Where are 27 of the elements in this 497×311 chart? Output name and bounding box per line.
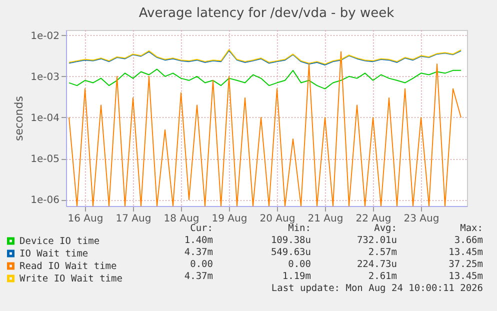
y-tick-label: 1e-02 [30, 30, 60, 42]
y-tick-label: 1e-06 [30, 195, 60, 206]
legend-label: Write IO Wait time [20, 274, 123, 284]
line-series [68, 51, 462, 206]
x-tick-label: 20 Aug [260, 214, 296, 224]
line-series [68, 68, 462, 90]
chart-title: Average latency for /dev/vda - by week [138, 6, 395, 21]
y-tick-label: 1e-05 [30, 154, 60, 166]
x-tick-label: 21 Aug [308, 214, 344, 224]
y-axis-title: seconds [12, 96, 26, 141]
x-tick-label: 18 Aug [164, 214, 200, 224]
x-tick-label: 23 Aug [404, 214, 440, 224]
x-tick-label: 22 Aug [356, 214, 392, 224]
text: 1.40m 109.38u 732.01u 3.66m [184, 235, 483, 246]
legend-label: Device IO time [20, 236, 100, 247]
text: Cur: Min: Avg: Max: [190, 223, 483, 234]
text: 4.37m 1.19m 2.61m 13.45m [184, 271, 483, 282]
x-tick-label: 19 Aug [212, 214, 248, 224]
text: 0.00 0.00 224.73u 37.25m [190, 259, 483, 270]
legend-label: IO Wait time [20, 248, 88, 260]
legend-label: Read IO Wait time [20, 261, 118, 272]
x-tick-label: 16 Aug [68, 214, 104, 224]
text: 4.37m 549.63u 2.57m 13.45m [184, 247, 483, 258]
y-tick-label: 1e-04 [30, 112, 60, 124]
text: Last update: Mon Aug 24 10:00:11 2026 [271, 283, 483, 295]
x-tick-label: 17 Aug [116, 214, 152, 224]
y-tick-label: 1e-03 [30, 72, 60, 83]
